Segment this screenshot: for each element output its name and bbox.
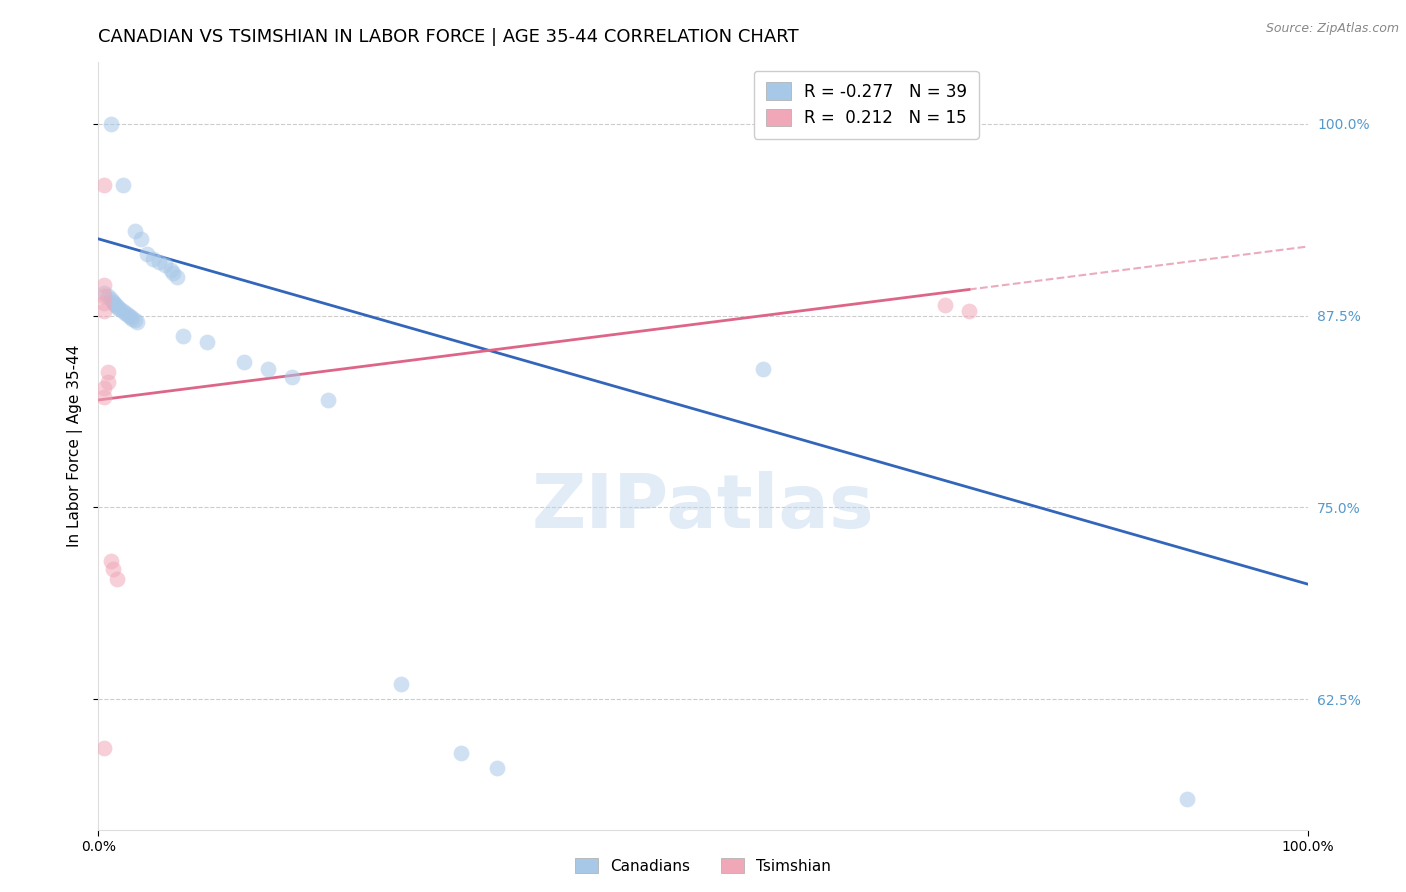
Point [97,375,120,389]
Point [93,390,115,404]
Point [100,117,122,131]
Point [114,305,136,319]
Point [93,304,115,318]
Point [957,304,980,318]
Text: CANADIAN VS TSIMSHIAN IN LABOR FORCE | AGE 35-44 CORRELATION CHART: CANADIAN VS TSIMSHIAN IN LABOR FORCE | A… [98,28,799,45]
Point [93,741,115,756]
Point [93,288,115,302]
Point [118,309,141,323]
Point [97,365,120,379]
Point [111,304,134,318]
Point [93,296,115,310]
Point [105,299,128,313]
Point [486,761,509,775]
Point [316,392,339,407]
Point [752,362,775,376]
Point [117,307,139,321]
Point [100,292,122,306]
Point [153,258,176,272]
Point [93,178,115,193]
Point [232,354,254,368]
Point [256,362,278,376]
Point [103,296,125,310]
Legend: Canadians, Tsimshian: Canadians, Tsimshian [569,852,837,880]
Point [101,562,124,576]
Point [93,381,115,395]
Y-axis label: In Labor Force | Age 35-44: In Labor Force | Age 35-44 [67,345,83,547]
Point [100,554,122,568]
Point [195,334,218,349]
Point [101,294,124,309]
Point [121,311,143,326]
Point [1175,792,1198,806]
Point [166,270,188,285]
Point [124,224,146,238]
Point [105,573,128,587]
Text: ZIPatlas: ZIPatlas [531,471,875,544]
Point [160,262,183,277]
Point [148,255,170,269]
Point [93,277,115,292]
Point [107,301,129,315]
Point [162,266,184,280]
Point [108,302,131,317]
Point [934,298,956,312]
Legend: R = -0.277   N = 39, R =  0.212   N = 15: R = -0.277 N = 39, R = 0.212 N = 15 [754,70,979,139]
Point [124,313,146,327]
Point [97,288,120,302]
Point [172,328,194,343]
Text: Source: ZipAtlas.com: Source: ZipAtlas.com [1265,22,1399,36]
Point [93,285,115,300]
Point [281,370,304,384]
Point [142,252,165,266]
Point [135,247,157,261]
Point [104,298,127,312]
Point [111,178,134,193]
Point [129,232,152,246]
Point [127,315,149,329]
Point [120,310,142,325]
Point [389,677,412,691]
Point [450,746,472,760]
